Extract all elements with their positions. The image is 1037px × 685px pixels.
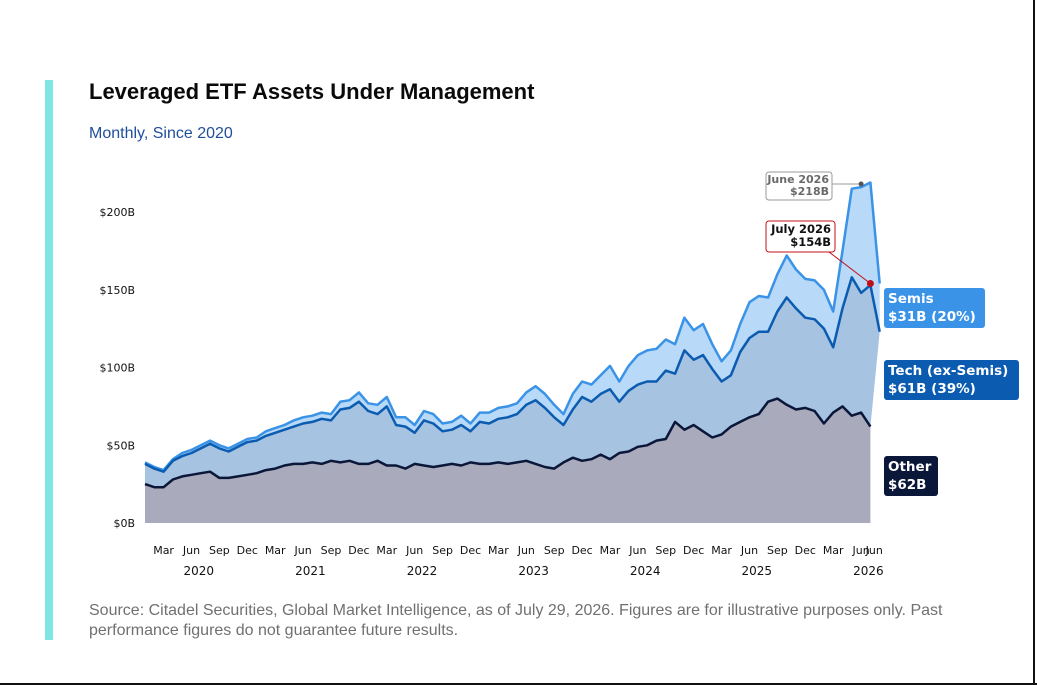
right-edge-rule <box>1033 0 1035 685</box>
semis-area <box>145 182 880 472</box>
x-tick-label: Dec <box>237 544 258 557</box>
x-tick-label: Sep <box>209 544 230 557</box>
x-tick-label: Jun <box>294 544 312 557</box>
annotation-label: July 2026 <box>770 222 831 236</box>
legend-tech: Tech (ex-Semis) $61B (39%) <box>884 360 1019 400</box>
bottom-edge-rule <box>0 683 1037 685</box>
x-tick-label: Jun <box>405 544 423 557</box>
legend-name: Tech (ex-Semis) <box>888 363 1008 379</box>
annotation-box <box>765 171 833 201</box>
other-line <box>144 397 872 489</box>
x-year-label: 2021 <box>295 564 326 578</box>
annotation-value: $218B <box>790 185 829 198</box>
x-tick-label: Jun <box>182 544 200 557</box>
annotation-dot <box>866 280 874 288</box>
x-year-label: 2025 <box>742 564 773 578</box>
x-tick-label: Dec <box>795 544 816 557</box>
x-year-label: 2026 <box>853 564 884 578</box>
y-axis: $0B $50B $100B $150B $200B <box>99 206 135 530</box>
y-tick-label: $0B <box>113 517 135 530</box>
x-tick-label: Mar <box>376 544 397 557</box>
annotation-dot <box>858 181 864 187</box>
annotation-label: June 2026 <box>766 173 829 186</box>
legend-name: Semis <box>888 291 934 307</box>
x-tick-label: Mar <box>711 544 732 557</box>
x-tick-label: Mar <box>153 544 174 557</box>
x-tick-label: Mar <box>265 544 286 557</box>
annotation-box <box>765 220 836 253</box>
series-lines <box>144 181 881 489</box>
legend-value: $62B <box>888 477 926 493</box>
legend-semis: Semis $31B (20%) <box>884 288 985 328</box>
legend-box <box>884 360 1019 400</box>
legend-other: Other $62B <box>884 456 938 496</box>
x-tick-label: Jun <box>865 544 883 557</box>
x-axis: Mar Jun Sep Dec Mar Jun Sep Dec Mar Jun Sep Dec Mar J… <box>153 544 883 578</box>
stacked-areas <box>145 182 880 523</box>
x-tick-label: Sep <box>767 544 788 557</box>
x-tick-label: Dec <box>683 544 704 557</box>
y-tick-label: $100B <box>99 362 135 375</box>
chart-subtitle: Monthly, Since 2020 <box>89 125 233 142</box>
end-labels: Semis $31B (20%) Tech (ex-Semis) $61B (39%)… <box>884 288 1019 496</box>
x-tick-label: Jun <box>628 544 646 557</box>
x-year-label: 2020 <box>184 564 215 578</box>
accent-bar <box>45 80 53 640</box>
x-tick-label: Jun <box>517 544 535 557</box>
x-tick-label: Mar <box>600 544 621 557</box>
x-tick-label: Dec <box>571 544 592 557</box>
legend-box <box>884 456 938 496</box>
y-tick-label: $150B <box>99 284 135 297</box>
y-tick-label: $50B <box>106 439 135 452</box>
x-tick-label: Jun <box>740 544 758 557</box>
legend-value: $61B (39%) <box>888 381 976 397</box>
chart-title: Leveraged ETF Assets Under Management <box>89 79 535 104</box>
x-tick-label: Jun <box>852 544 870 557</box>
annotation-june-2026: June 2026$218B <box>765 171 864 201</box>
legend-value: $31B (20%) <box>888 309 976 325</box>
x-tick-label: Sep <box>544 544 565 557</box>
x-tick-label: Mar <box>823 544 844 557</box>
annotation-leader <box>828 251 871 284</box>
annotations: June 2026$218B July 2026$154B <box>765 171 874 288</box>
x-year-label: 2024 <box>630 564 661 578</box>
other-area <box>145 398 871 523</box>
x-tick-label: Dec <box>460 544 481 557</box>
x-tick-label: Sep <box>655 544 676 557</box>
x-year-label: 2023 <box>518 564 549 578</box>
x-tick-label: Dec <box>348 544 369 557</box>
x-tick-label: Sep <box>432 544 453 557</box>
tech-area <box>145 277 880 488</box>
legend-name: Other <box>888 459 932 475</box>
annotation-july-2026: July 2026$154B <box>765 220 874 288</box>
legend-box <box>884 288 985 328</box>
x-tick-label: Mar <box>488 544 509 557</box>
y-tick-label: $200B <box>99 206 135 219</box>
semis-line <box>144 181 881 472</box>
x-tick-label: Sep <box>321 544 342 557</box>
annotation-value: $154B <box>790 235 831 249</box>
source-footnote: Source: Citadel Securities, Global Marke… <box>89 602 943 639</box>
tech-line <box>144 276 881 473</box>
x-year-label: 2022 <box>407 564 438 578</box>
